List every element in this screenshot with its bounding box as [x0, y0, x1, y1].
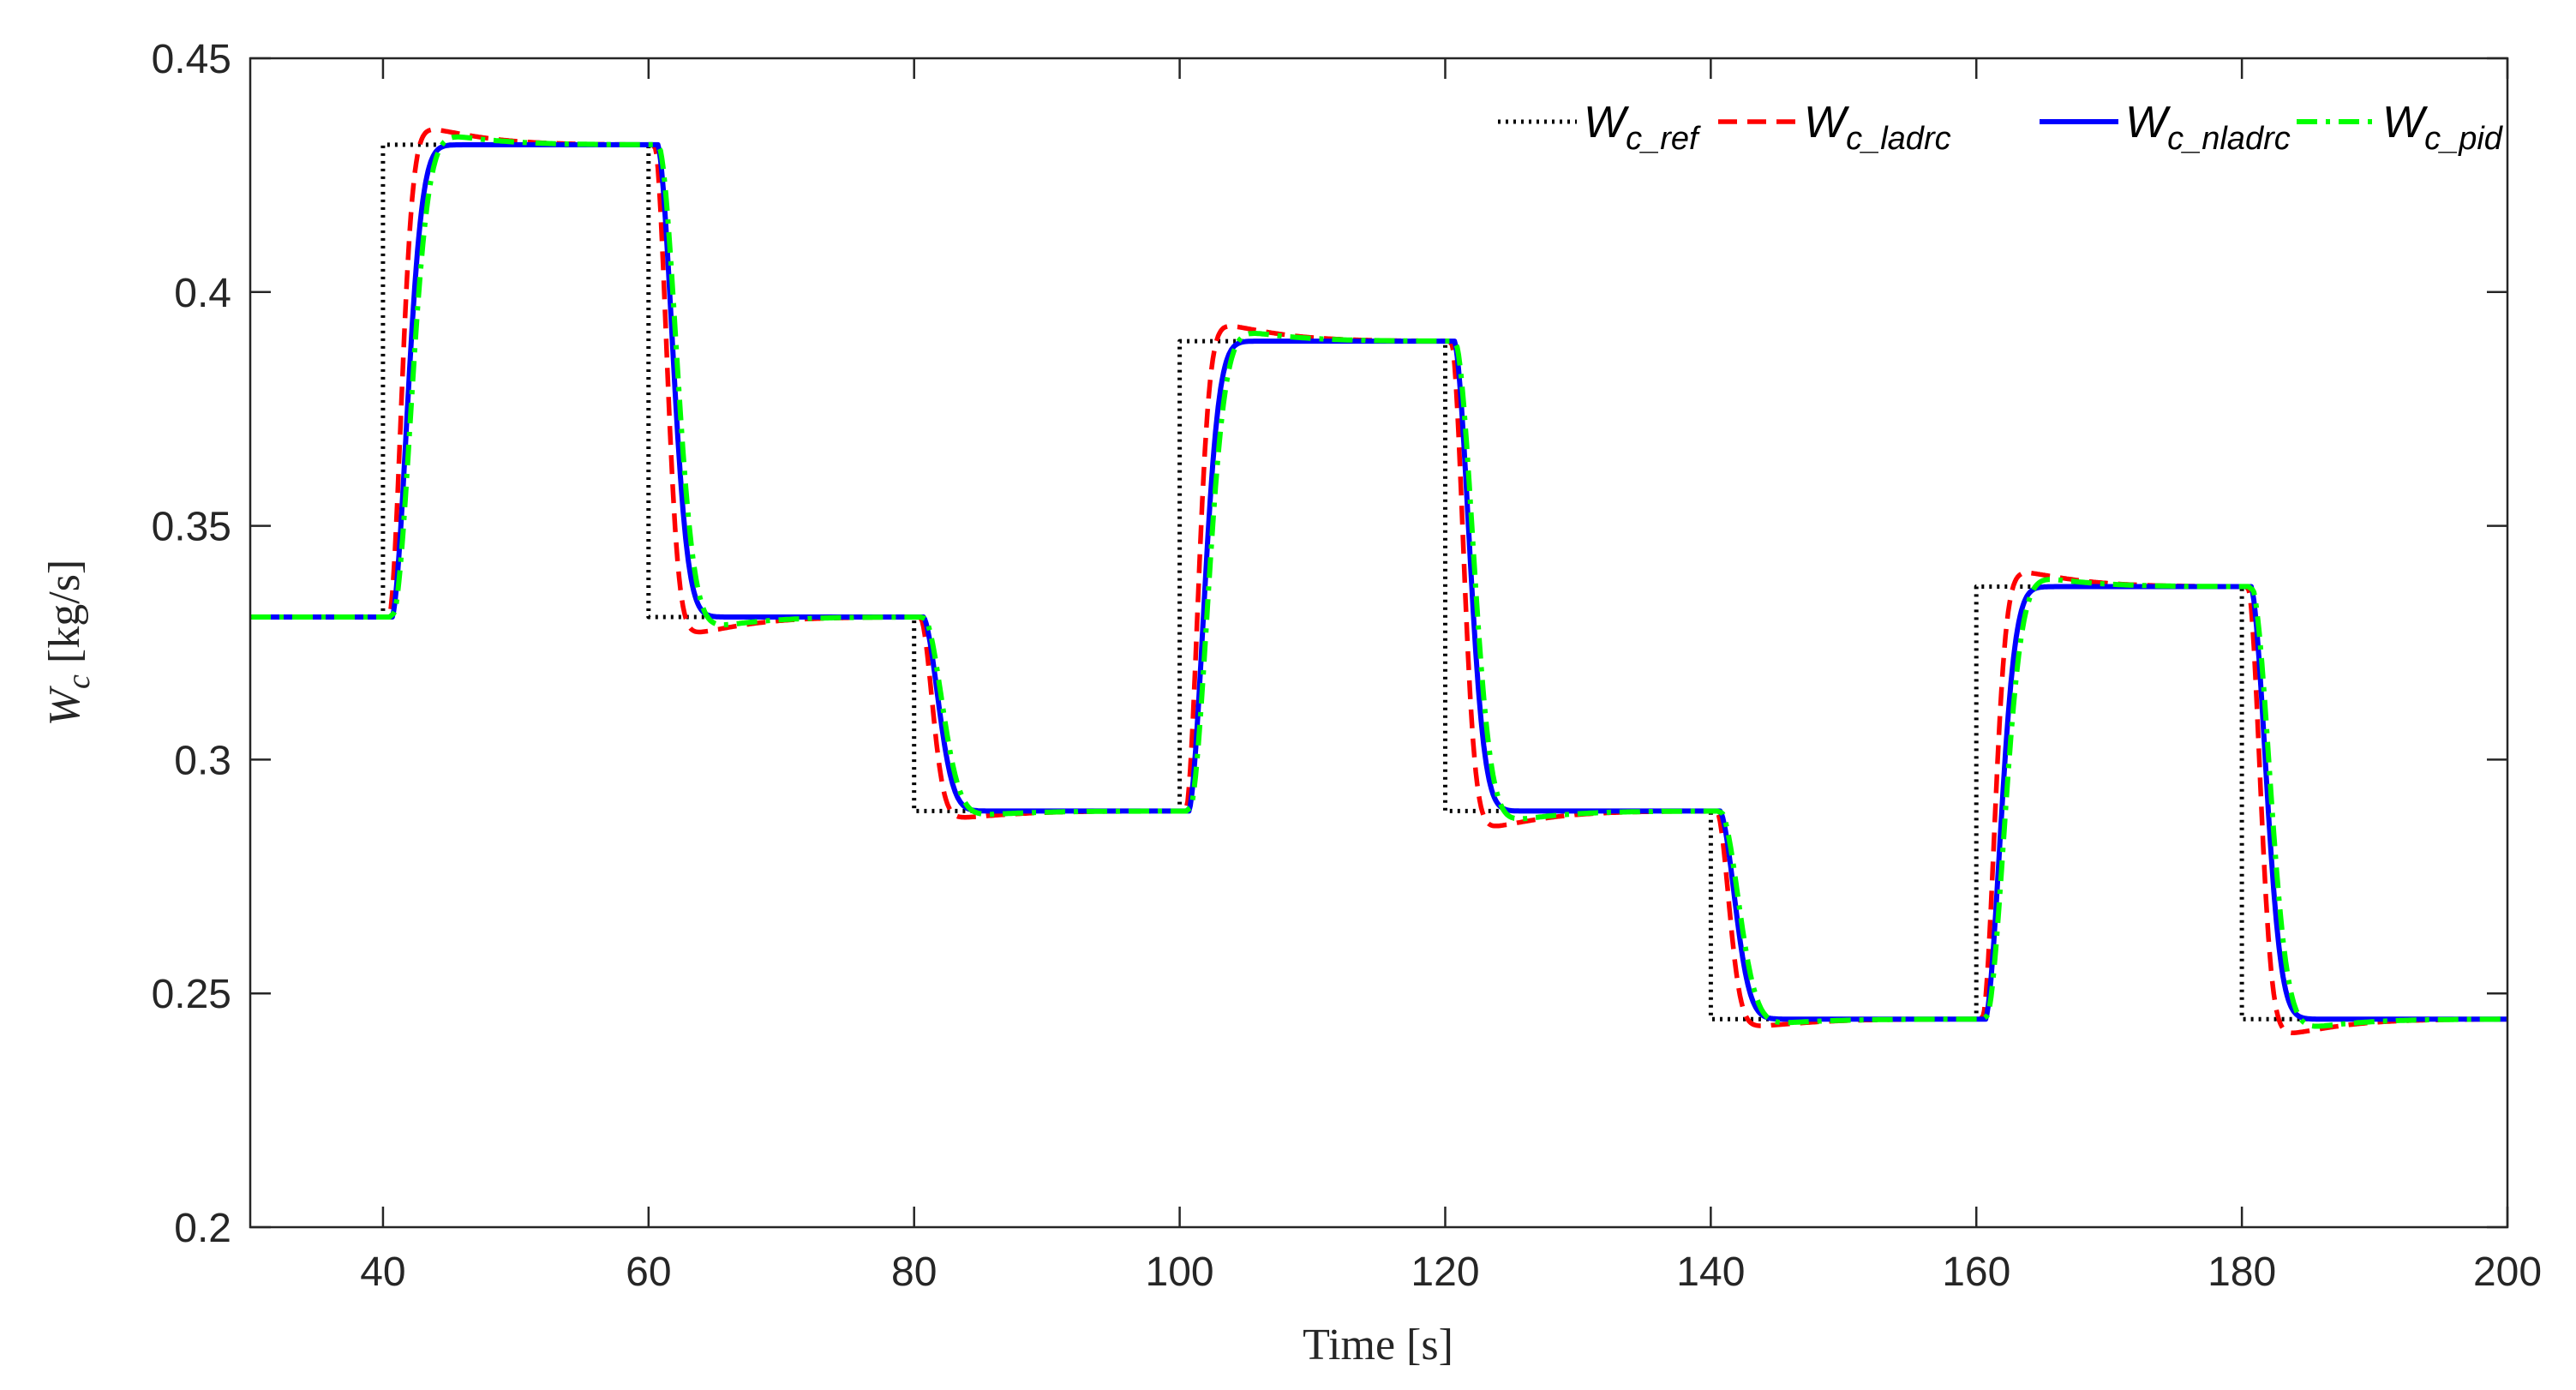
y-axis-label-unit: [kg/s]	[40, 560, 89, 674]
x-tick-label: 120	[1411, 1249, 1479, 1295]
y-tick-label: 0.3	[174, 738, 231, 783]
y-tick-label: 0.35	[152, 505, 231, 550]
y-axis-label-sub: c	[61, 674, 97, 689]
x-tick-label: 200	[2473, 1249, 2542, 1295]
x-tick-label: 160	[1942, 1249, 2010, 1295]
chart-background	[0, 0, 2576, 1390]
y-tick-label: 0.4	[174, 271, 231, 316]
y-tick-label: 0.2	[174, 1206, 231, 1251]
y-axis-label-main: W	[40, 685, 89, 726]
x-axis-label: Time [s]	[1303, 1321, 1453, 1369]
x-tick-label: 100	[1146, 1249, 1214, 1295]
x-tick-label: 140	[1676, 1249, 1745, 1295]
x-tick-label: 80	[891, 1249, 937, 1295]
y-axis-label: Wc [kg/s]	[40, 560, 97, 727]
x-tick-label: 60	[626, 1249, 671, 1295]
chart: 40 60 80 100 120 140 160 180 200 0.2 0.25 0.3 0.35 0.…	[0, 0, 2576, 1390]
x-tick-label: 180	[2208, 1249, 2276, 1295]
x-tick-label: 40	[360, 1249, 405, 1295]
y-tick-label: 0.45	[152, 37, 231, 82]
y-tick-label: 0.25	[152, 972, 231, 1017]
